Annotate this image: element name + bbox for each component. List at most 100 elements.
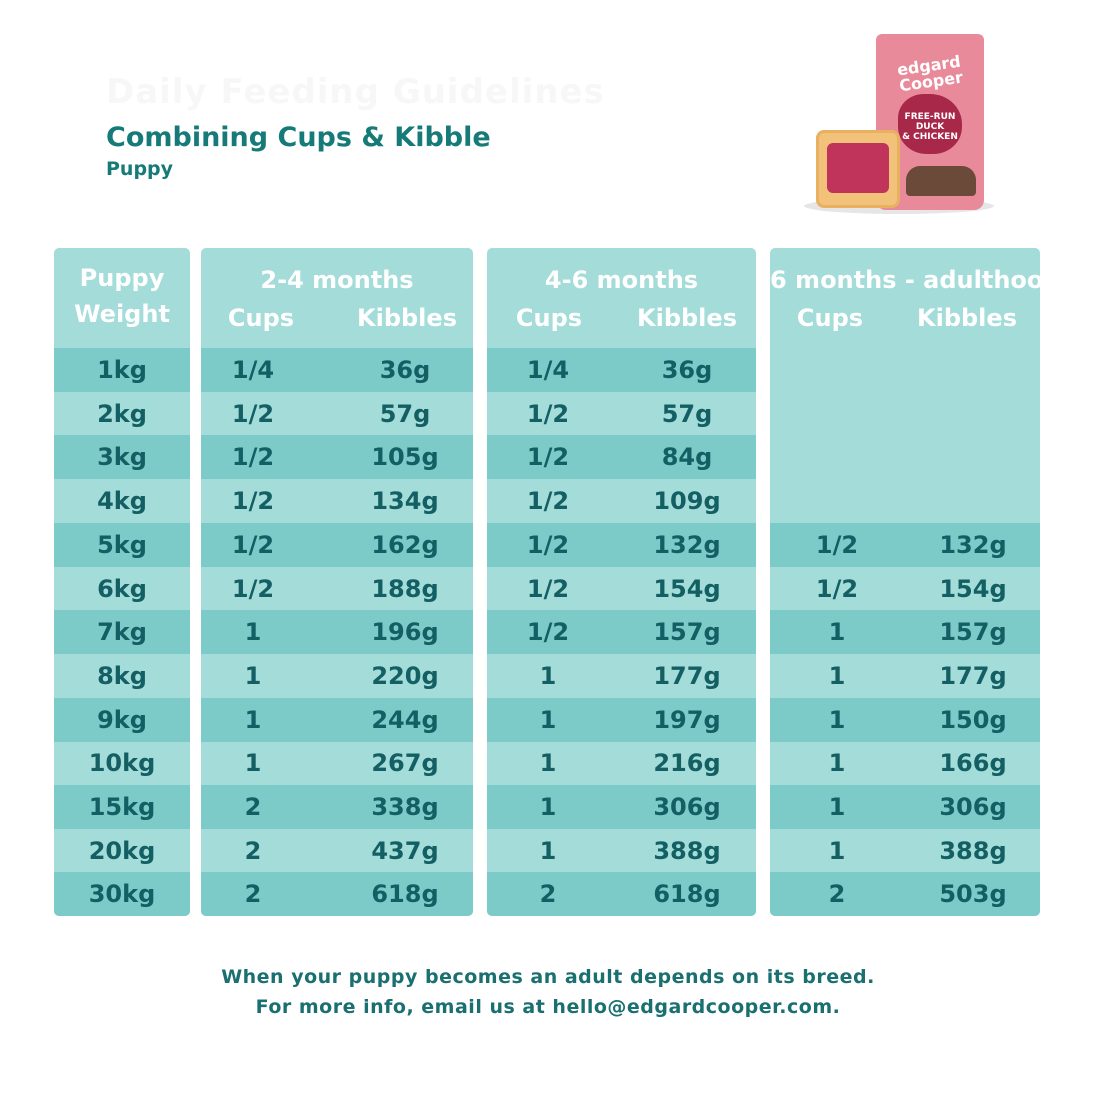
footer-line-2: For more info, email us at hello@edgardc… [255, 996, 841, 1018]
table-row: 1 306g [487, 785, 756, 829]
cups-cell: 1/2 [526, 399, 570, 428]
cups-cell: 1/2 [231, 487, 275, 516]
table-row: 1 244g [201, 697, 473, 742]
weight-cell: 1kg [97, 356, 147, 384]
table-row [770, 479, 1040, 523]
weight-cell: 8kg [97, 661, 147, 690]
group-panel-4-6-months: 4-6 months Cups Kibbles 1/4 36g 1/2 57g 1/2 8… [487, 248, 756, 916]
table-row: 30kg [54, 872, 190, 916]
table-row: 4kg [54, 479, 190, 523]
cups-cell: 1/2 [231, 530, 275, 559]
table-row: 1 216g [487, 741, 756, 785]
weight-cell: 3kg [97, 443, 147, 472]
table-row: 1 388g [487, 829, 756, 873]
cups-cell: 1/2 [231, 399, 275, 428]
cups-cell: 1 [539, 705, 557, 734]
kibbles-cell: 57g [379, 399, 431, 428]
page-title: Combining Cups & Kibble [106, 122, 491, 153]
cups-cell: 1 [828, 793, 846, 821]
table-row: 15kg [54, 785, 190, 829]
kibbles-cell: 388g [939, 836, 1007, 865]
table-row: 1/2 162g [201, 522, 473, 567]
table-row: 1 196g [201, 610, 473, 655]
kibbles-cell: 437g [371, 836, 439, 865]
cups-cell: 1 [828, 749, 846, 778]
table-row: 1/2 154g [770, 567, 1040, 611]
cups-cell: 1/2 [526, 530, 570, 559]
cups-cell: 1 [828, 661, 846, 690]
kibbles-cell: 154g [653, 574, 721, 603]
kibbles-cell: 157g [939, 618, 1007, 647]
kibbles-cell: 216g [653, 749, 721, 778]
cups-cell: 1 [828, 705, 846, 734]
table-row: 1 150g [770, 697, 1040, 742]
table-row: 8kg [54, 654, 190, 698]
group-panel-2-4-months: 2-4 months Cups Kibbles 1/4 36g 1/2 57g 1/2 1… [201, 248, 473, 916]
cups-cell: 2 [244, 793, 262, 821]
product-image: edgard Cooper FREE-RUN DUCK & CHICKEN [800, 30, 1000, 220]
weight-header-line1: Puppy [79, 264, 165, 292]
cups-cell: 1 [244, 661, 262, 690]
cups-header: Cups [515, 304, 583, 332]
group-panel-6-months-adulthood: 6 months - adulthood Cups Kibbles 1/2 132… [770, 248, 1040, 916]
kibbles-cell: 134g [371, 487, 439, 516]
footer-line-1: When your puppy becomes an adult depends… [221, 966, 875, 988]
cups-cell: 1 [539, 749, 557, 778]
table-row: 1/2 154g [487, 567, 756, 611]
table-row: 1/2 132g [770, 522, 1040, 567]
cups-cell [777, 348, 897, 392]
weight-cell: 6kg [97, 574, 147, 603]
kibbles-cell: 618g [371, 880, 439, 909]
cups-header: Cups [227, 304, 295, 332]
kibbles-cell: 267g [371, 749, 439, 778]
cups-cell [777, 392, 897, 436]
kibbles-cell: 388g [653, 836, 721, 865]
group-title: 6 months - adulthood [770, 266, 1040, 294]
table-row: 1 388g [770, 829, 1040, 873]
kibbles-cell: 109g [653, 487, 721, 516]
wet-food-tray [816, 130, 900, 208]
tray-lid [827, 143, 889, 193]
kibbles-cell [913, 392, 1033, 436]
cups-cell: 1 [244, 618, 262, 647]
table-row: 1 306g [770, 785, 1040, 829]
table-row: 1 177g [487, 654, 756, 698]
cups-cell: 1/2 [526, 443, 570, 472]
kibbles-header: Kibbles [357, 304, 457, 332]
weight-header-line2: Weight [74, 300, 170, 328]
cups-cell: 1/2 [815, 574, 859, 603]
kibbles-cell: 132g [939, 530, 1007, 559]
kibbles-header: Kibbles [637, 304, 737, 332]
table-row: 1 177g [770, 654, 1040, 698]
table-row: 5kg [54, 522, 190, 567]
kibbles-cell: 150g [939, 705, 1007, 734]
table-row: 1/2 188g [201, 567, 473, 611]
cups-cell: 1/2 [231, 443, 275, 472]
weight-cell: 20kg [88, 836, 156, 865]
cups-cell: 1/4 [231, 356, 275, 384]
table-row: 1/2 57g [487, 392, 756, 436]
cups-cell: 1 [539, 836, 557, 865]
table-row: 6kg [54, 567, 190, 611]
table-row: 1/2 157g [487, 610, 756, 655]
table-row [770, 392, 1040, 436]
table-row: 1 220g [201, 654, 473, 698]
duck-illustration [898, 94, 962, 154]
table-row: 2 618g [487, 872, 756, 916]
table-row: 1 157g [770, 610, 1040, 655]
cups-cell: 1 [828, 836, 846, 865]
table-row: 3kg [54, 435, 190, 480]
cups-cell: 1/2 [815, 530, 859, 559]
cups-cell [777, 479, 897, 523]
kibbles-cell: 166g [939, 749, 1007, 778]
kibbles-cell: 157g [653, 618, 721, 647]
weight-cell: 7kg [97, 618, 147, 647]
faint-page-title: Daily Feeding Guidelines [106, 72, 605, 112]
table-row: 1 197g [487, 697, 756, 742]
bag-label: FREE-RUN DUCK & CHICKEN [902, 112, 958, 142]
kibbles-cell: 154g [939, 574, 1007, 603]
table-row [770, 348, 1040, 392]
cups-cell: 1/2 [231, 574, 275, 603]
cups-cell: 1/2 [526, 618, 570, 647]
kibbles-cell: 188g [371, 574, 439, 603]
